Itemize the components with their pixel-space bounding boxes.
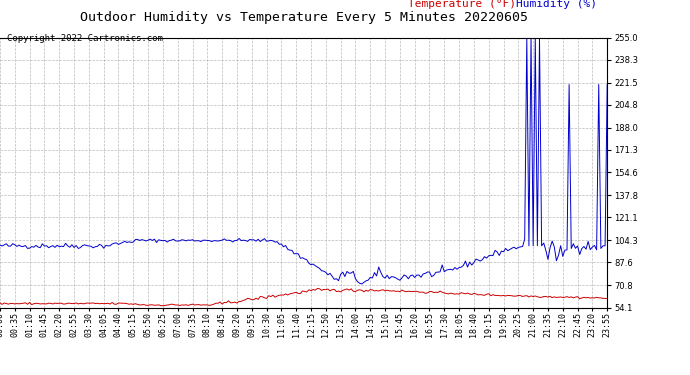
Legend: Temperature (°F), Humidity (%): Temperature (°F), Humidity (%) <box>404 0 602 13</box>
Text: Outdoor Humidity vs Temperature Every 5 Minutes 20220605: Outdoor Humidity vs Temperature Every 5 … <box>79 11 528 24</box>
Text: Copyright 2022 Cartronics.com: Copyright 2022 Cartronics.com <box>7 34 163 43</box>
